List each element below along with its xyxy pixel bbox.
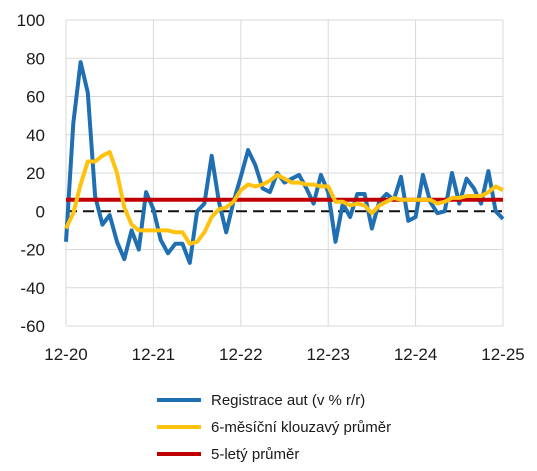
y-tick-label: 0 bbox=[36, 202, 45, 221]
y-tick-label: 60 bbox=[26, 88, 45, 107]
x-tick-label: 12-25 bbox=[481, 345, 524, 364]
series-line-6-mesicni-klouzavy-prumer bbox=[64, 150, 504, 246]
y-tick-label: 20 bbox=[26, 164, 45, 183]
x-tick-label: 12-21 bbox=[132, 345, 175, 364]
x-tick-label: 12-22 bbox=[219, 345, 262, 364]
x-tick-label: 12-20 bbox=[44, 345, 87, 364]
legend: Registrace aut (v % r/r) 6-měsíční klouza… bbox=[157, 392, 391, 463]
y-tick-label: -60 bbox=[20, 317, 45, 336]
y-tick-label: 80 bbox=[26, 49, 45, 68]
y-tick-label: -40 bbox=[20, 279, 45, 298]
series-line-registrace-aut-v-r-r bbox=[64, 60, 505, 265]
x-tick-label: 12-24 bbox=[394, 345, 437, 364]
legend-label-5-lety-prumer: 5-letý průměr bbox=[211, 446, 299, 463]
x-tick-label: 12-23 bbox=[306, 345, 349, 364]
legend-label-6-mesicni-klouzavy-prumer: 6-měsíční klouzavý průměr bbox=[211, 419, 391, 436]
axis-labels: -60 -40 -20 0 20 40 60 80 100 12-20 12-21 12-22 12-2… bbox=[17, 11, 525, 364]
y-tick-label: 100 bbox=[17, 11, 45, 30]
y-tick-label: 40 bbox=[26, 126, 45, 145]
grid bbox=[65, 19, 504, 327]
y-tick-label: -20 bbox=[20, 241, 45, 260]
series-layer bbox=[64, 60, 505, 265]
legend-label-registrace-aut-v-r-r: Registrace aut (v % r/r) bbox=[211, 392, 365, 409]
